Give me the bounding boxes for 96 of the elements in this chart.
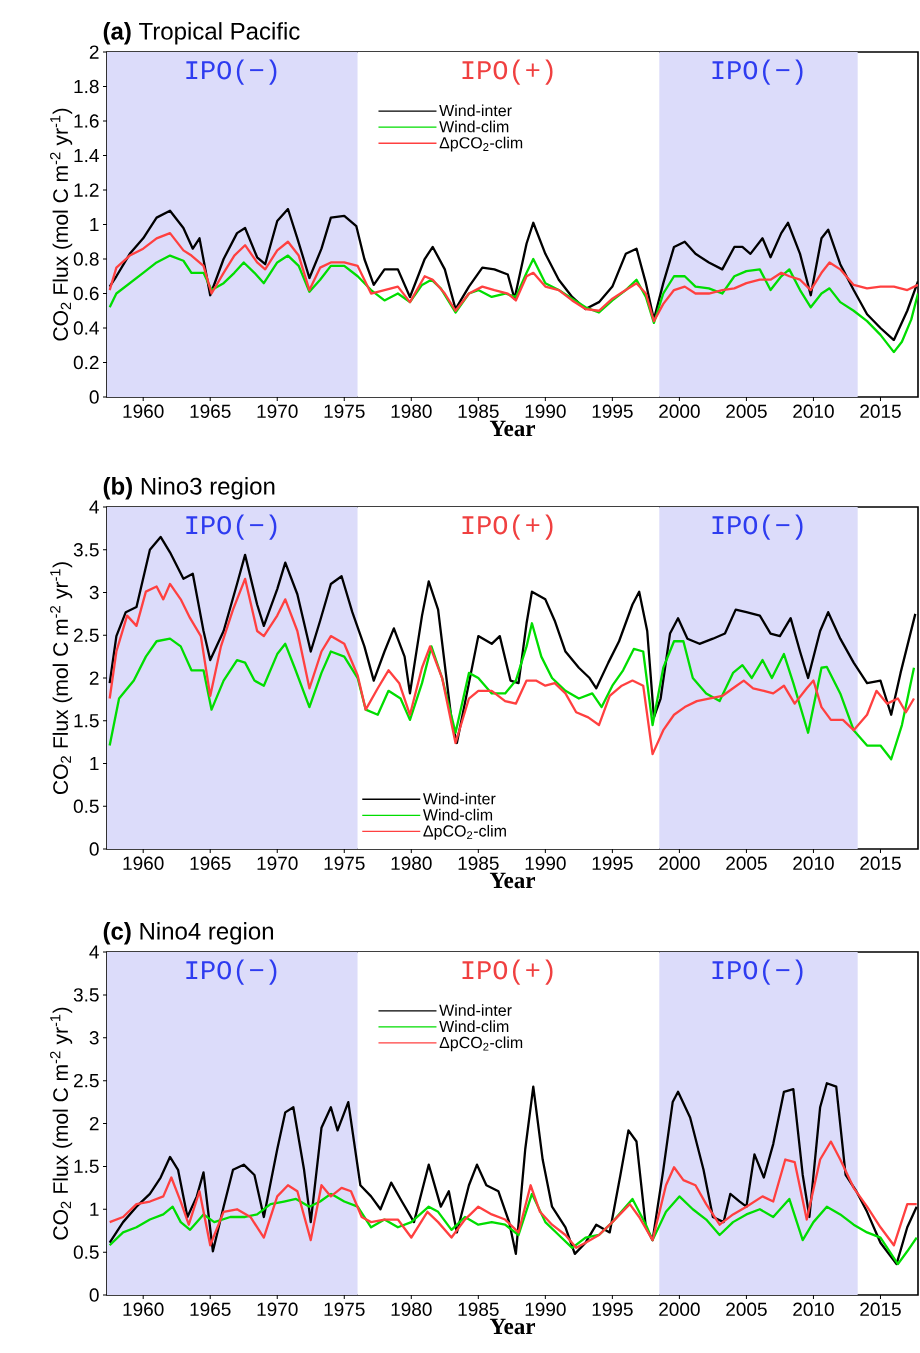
y-tick-label: 1 xyxy=(90,756,99,771)
x-tick-label: 1960 xyxy=(123,404,164,418)
band-label: IPO(−) xyxy=(186,514,277,540)
x-tick-label: 1985 xyxy=(458,856,499,870)
x-tick-label: 1990 xyxy=(525,404,566,418)
x-tick-label: 1990 xyxy=(525,856,566,870)
x-tick-label: 2015 xyxy=(860,1302,901,1316)
y-tick-label: 0.8 xyxy=(73,252,99,266)
x-tick-label: 2010 xyxy=(793,404,834,418)
legend-label: Wind-clim xyxy=(422,808,493,821)
y-tick-label: 2.5 xyxy=(74,1073,99,1088)
band-label: IPO(−) xyxy=(186,959,277,985)
legend-label: Wind-inter xyxy=(439,104,512,117)
y-tick-label: 0.4 xyxy=(73,321,99,335)
y-tick-label: 1.6 xyxy=(74,114,99,128)
y-tick-label: 3.5 xyxy=(73,988,99,1002)
legend-label: Wind-clim xyxy=(439,120,509,133)
x-tick-label: 1965 xyxy=(190,856,231,870)
x-tick-label: 1980 xyxy=(391,1302,432,1316)
x-tick-label: 1960 xyxy=(123,1302,164,1316)
x-tick-label: 1960 xyxy=(123,856,164,870)
band-label: IPO(−) xyxy=(712,959,803,985)
y-axis-title: CO$_{2}$ Flux (mol C m$^{-2}$ yr$^{-1}$) xyxy=(50,562,73,795)
y-tick-label: 1 xyxy=(90,217,99,232)
x-tick-label: 1975 xyxy=(324,856,365,870)
y-tick-label: 2 xyxy=(89,45,99,59)
y-tick-label: 1.2 xyxy=(74,183,99,197)
x-tick-label: 2005 xyxy=(726,1302,767,1316)
x-tick-label: 2005 xyxy=(726,404,767,418)
y-tick-label: 0.5 xyxy=(73,1245,99,1259)
x-tick-label: 2000 xyxy=(659,856,700,870)
x-tick-label: 2010 xyxy=(793,1302,834,1316)
chart-title: (b) Nino3 region xyxy=(103,477,275,500)
y-tick-label: 0 xyxy=(89,1288,99,1302)
legend-label: ΔpCO$_{2}$-clim xyxy=(439,136,523,152)
legend-label: ΔpCO$_{2}$-clim xyxy=(439,1036,523,1052)
line-series xyxy=(108,1192,918,1266)
y-tick-label: 1.4 xyxy=(74,148,99,163)
legend-label: Wind-inter xyxy=(422,792,496,805)
band-label: IPO(−) xyxy=(712,59,803,85)
y-tick-label: 4 xyxy=(89,945,99,959)
x-tick-label: 2000 xyxy=(659,404,700,418)
y-tick-label: 2 xyxy=(89,671,99,685)
x-tick-label: 1995 xyxy=(592,404,633,418)
line-series xyxy=(108,1140,918,1249)
chart-title: (a) Tropical Pacific xyxy=(103,22,300,45)
x-tick-label: 1970 xyxy=(257,856,298,870)
band-label: IPO(−) xyxy=(712,514,803,540)
y-tick-label: 0.5 xyxy=(73,799,99,813)
y-tick-label: 0 xyxy=(89,842,99,856)
x-tick-label: 2000 xyxy=(659,1302,700,1316)
y-tick-label: 0.2 xyxy=(73,355,99,370)
x-tick-label: 1970 xyxy=(257,1302,298,1316)
band-label: IPO(+) xyxy=(462,514,553,540)
legend-label: Wind-inter xyxy=(439,1004,512,1016)
x-tick-label: 1965 xyxy=(190,1302,231,1316)
y-tick-label: 1.5 xyxy=(74,714,99,728)
x-tick-label: 2010 xyxy=(793,856,834,870)
x-axis-title: Year xyxy=(489,1318,536,1335)
x-tick-label: 1990 xyxy=(525,1302,566,1316)
x-tick-label: 1985 xyxy=(458,404,499,418)
x-tick-label: 1995 xyxy=(592,1302,633,1316)
y-axis-title: CO$_{2}$ Flux (mol C m$^{-2}$ yr$^{-1}$) xyxy=(50,108,73,341)
x-tick-label: 1985 xyxy=(458,1302,499,1316)
x-tick-label: 1970 xyxy=(257,404,298,418)
x-tick-label: 2015 xyxy=(860,404,901,418)
y-tick-label: 2.5 xyxy=(74,628,99,642)
y-axis-title: CO$_{2}$ Flux (mol C m$^{-2}$ yr$^{-1}$) xyxy=(50,1007,73,1240)
y-tick-label: 1 xyxy=(90,1202,99,1216)
x-axis-title: Year xyxy=(489,872,536,889)
y-tick-label: 4 xyxy=(89,500,99,514)
x-tick-label: 2005 xyxy=(726,856,767,870)
x-tick-label: 1975 xyxy=(324,1302,365,1316)
y-tick-label: 3.5 xyxy=(73,543,99,557)
x-tick-label: 1965 xyxy=(190,404,231,418)
y-tick-label: 1.5 xyxy=(74,1159,99,1174)
x-tick-label: 1980 xyxy=(391,404,432,418)
x-tick-label: 2015 xyxy=(860,856,901,870)
y-tick-label: 2 xyxy=(89,1116,99,1131)
band-label: IPO(+) xyxy=(462,959,553,985)
line-series xyxy=(108,577,916,756)
x-tick-label: 1995 xyxy=(592,856,633,870)
band-label: IPO(−) xyxy=(186,59,277,85)
y-tick-label: 3 xyxy=(89,585,99,600)
y-tick-label: 0.6 xyxy=(73,286,99,301)
line-series xyxy=(108,622,916,761)
legend-label: ΔpCO$_{2}$-clim xyxy=(423,824,506,840)
band-label: IPO(+) xyxy=(462,59,553,85)
x-tick-label: 1975 xyxy=(324,404,365,418)
y-tick-label: 0 xyxy=(89,390,99,404)
x-tick-label: 1980 xyxy=(391,856,432,870)
y-tick-label: 3 xyxy=(89,1031,99,1045)
legend-label: Wind-clim xyxy=(439,1020,509,1033)
y-tick-label: 1.8 xyxy=(74,79,99,94)
chart-title: (c) Nino4 region xyxy=(103,922,274,945)
x-axis-title: Year xyxy=(489,420,536,437)
